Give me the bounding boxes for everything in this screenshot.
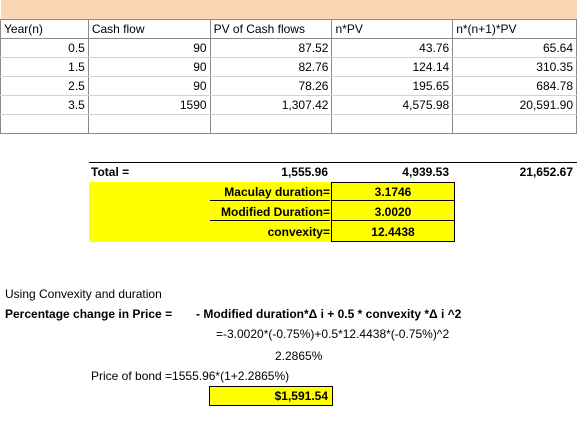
totals-row: [89, 162, 577, 182]
empty-row: [0, 114, 577, 134]
cell-cash-flow: 90: [87, 57, 211, 77]
cell-npv: 124.14: [331, 57, 454, 77]
modified-duration-label: Modified Duration=: [210, 203, 330, 221]
table-row: 0.5 90 87.52 43.76 65.64: [0, 38, 577, 58]
cell-nn1pv: 310.35: [452, 57, 577, 77]
formula-substitution: =-3.0020*(-0.75%)+0.5*12.4438*(-0.75%)^2: [216, 327, 450, 341]
header-year: Year(n): [0, 18, 89, 39]
cash-flow-table: Year(n) Cash flow PV of Cash flows n*PV …: [0, 0, 577, 134]
cell-nn1pv: 20,591.90: [452, 95, 577, 115]
total-npv: 4,939.53: [402, 165, 449, 179]
cell-year: 1.5: [0, 57, 89, 77]
header-npv: n*PV: [331, 18, 454, 39]
notes-heading: Using Convexity and duration: [5, 287, 162, 301]
total-label: Total =: [91, 165, 130, 179]
cell-pv: 87.52: [209, 38, 333, 58]
macaulay-duration-value: 3.1746: [332, 183, 454, 201]
table-row: 1.5 90 82.76 124.14 310.35: [0, 57, 577, 77]
header-nn1pv: n*(n+1)*PV: [452, 18, 577, 39]
cell-pv: 82.76: [209, 57, 333, 77]
result-value: 2.2865%: [275, 349, 323, 363]
header-pv: PV of Cash flows: [209, 18, 333, 39]
table-row: 3.5 1590 1,307.42 4,575.98 20,591.90: [0, 95, 577, 115]
header-cash-flow: Cash flow: [87, 18, 211, 39]
cell-npv: 195.65: [331, 76, 454, 96]
cell-nn1pv: 65.64: [452, 38, 577, 58]
modified-duration-value: 3.0020: [332, 203, 454, 221]
total-pv: 1,555.96: [281, 165, 328, 179]
cell-cash-flow: 1590: [87, 95, 211, 115]
cell-cash-flow: 90: [87, 38, 211, 58]
bond-price-value: $1,591.54: [209, 386, 333, 406]
header-band: [0, 0, 577, 19]
cell-npv: 4,575.98: [331, 95, 454, 115]
metrics-highlight: [89, 182, 331, 242]
cell-nn1pv: 684.78: [452, 76, 577, 96]
formula-label: Percentage change in Price =: [5, 307, 173, 321]
metrics-value-box: [331, 182, 455, 242]
convexity-label: convexity=: [267, 225, 330, 239]
table-header-row: Year(n) Cash flow PV of Cash flows n*PV …: [0, 18, 577, 39]
cell-npv: 43.76: [331, 38, 454, 58]
cell-year: 2.5: [0, 76, 89, 96]
cell-cash-flow: 90: [87, 76, 211, 96]
cell-pv: 78.26: [209, 76, 333, 96]
cell-year: 0.5: [0, 38, 89, 58]
cell-pv: 1,307.42: [209, 95, 333, 115]
total-nn1pv: 21,652.67: [519, 165, 573, 179]
formula-text: - Modified duration*Δ i + 0.5 * convexit…: [196, 307, 462, 321]
price-formula: Price of bond =1555.96*(1+2.2865%): [91, 369, 290, 383]
convexity-value: 12.4438: [371, 225, 415, 239]
cell-year: 3.5: [0, 95, 89, 115]
macaulay-duration-label: Maculay duration=: [210, 183, 330, 201]
table-row: 2.5 90 78.26 195.65 684.78: [0, 76, 577, 96]
